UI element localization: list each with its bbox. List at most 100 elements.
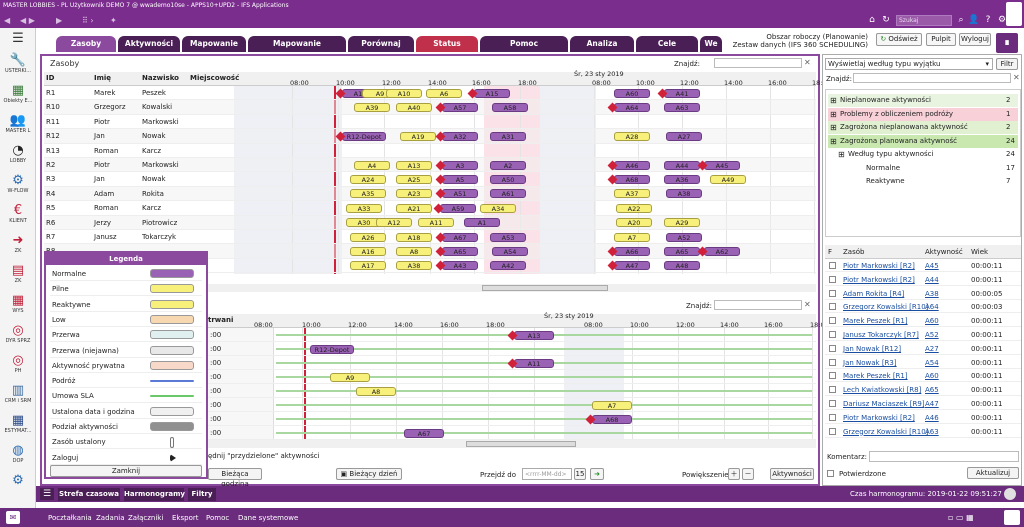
activity-bar[interactable]: A36 bbox=[664, 174, 700, 184]
exception-tree-item[interactable]: ⊞ Zagrożona nieplanowana aktywność 2 bbox=[828, 121, 1018, 134]
col-header-last-name[interactable]: Nazwisko bbox=[142, 74, 179, 82]
sidebar-item-9[interactable]: ◎ DYR SPRZ bbox=[0, 324, 36, 345]
tab-aktywnosci[interactable]: Aktywności bbox=[118, 36, 180, 52]
bottom-menu-icon[interactable]: ☰ bbox=[40, 488, 54, 500]
sidebar-item-5[interactable]: € KLIENT bbox=[0, 204, 36, 225]
resource-link[interactable]: Jan Nowak [R3] bbox=[843, 358, 897, 367]
resource-row[interactable]: R12 Jan Nowak R12-Depot A19 A32 A31 A28 A27 bbox=[44, 129, 816, 144]
resource-row[interactable]: R8A16A8A65A54A66A65A62 bbox=[44, 244, 816, 259]
update-button[interactable]: Aktualizuj bbox=[967, 467, 1019, 479]
tab-mapowanie[interactable]: Mapowanie bbox=[182, 36, 246, 52]
comment-input[interactable] bbox=[869, 451, 1019, 462]
sidebar-item-8[interactable]: ▦ WYS bbox=[0, 294, 36, 315]
row-checkbox[interactable] bbox=[829, 303, 836, 311]
star-icon[interactable]: ✦ bbox=[110, 16, 117, 25]
activity-bar[interactable]: A7 bbox=[614, 232, 650, 242]
home-icon[interactable]: ⌂ bbox=[869, 15, 875, 25]
refresh-button[interactable]: ↻ Odśwież bbox=[876, 33, 922, 46]
play-icon[interactable]: ▶ bbox=[56, 16, 63, 25]
tab-zasoby[interactable]: Zasoby bbox=[56, 36, 116, 52]
activity-bar[interactable]: A15 bbox=[474, 88, 510, 98]
resource-row[interactable]: R9A17A38A43A42A47A48 bbox=[44, 259, 816, 274]
table-row[interactable]: Piotr Markowski [R2] A44 00:00:11 bbox=[825, 273, 1021, 286]
activity-bar[interactable]: A8 bbox=[396, 246, 432, 256]
resource-link[interactable]: Lech Kwiatkowski [R8] bbox=[843, 386, 922, 395]
tab-analiza[interactable]: Analiza bbox=[570, 36, 634, 52]
activity-bar[interactable]: A37 bbox=[614, 189, 650, 199]
logout-button[interactable]: Wyloguj bbox=[959, 33, 991, 46]
resources-find-input[interactable] bbox=[714, 58, 802, 68]
activities-find-clear-icon[interactable]: ✕ bbox=[804, 300, 811, 309]
right-find-clear-icon[interactable]: ✕ bbox=[1013, 73, 1020, 82]
activity-bar[interactable]: A43 bbox=[442, 261, 478, 271]
expand-icon[interactable]: ⊞ bbox=[830, 136, 837, 146]
expand-icon[interactable]: ⊞ bbox=[830, 109, 837, 119]
activity-bar[interactable]: A35 bbox=[350, 189, 386, 199]
activity-bar[interactable]: A34 bbox=[480, 203, 516, 213]
activity-link[interactable]: A46 bbox=[925, 413, 939, 422]
activity-bar[interactable]: A58 bbox=[492, 102, 528, 112]
sidebar-item-1[interactable]: ▦ Obiekty E... bbox=[0, 84, 36, 105]
activity-bar[interactable]: A65 bbox=[664, 246, 700, 256]
activity-row[interactable]: :00 A7 bbox=[208, 398, 816, 413]
footer-system-data[interactable]: Dane systemowe bbox=[238, 514, 299, 522]
resource-row[interactable]: R6 Jerzy Piotrowicz A30 A12 A11 A1 A20 A29 bbox=[44, 215, 816, 230]
sidebar-item-0[interactable]: 🔧 USTERKI... bbox=[0, 54, 36, 75]
activity-link[interactable]: A27 bbox=[925, 344, 939, 353]
current-day-button[interactable]: ▣ Bieżący dzień bbox=[336, 468, 402, 480]
activity-bar[interactable]: A29 bbox=[664, 218, 700, 228]
activity-link[interactable]: A60 bbox=[925, 317, 939, 326]
activity-bar[interactable]: A57 bbox=[442, 102, 478, 112]
tab-mapowanie-zaawansowane[interactable]: Mapowanie zaawansowane bbox=[248, 36, 346, 64]
expand-icon[interactable]: ⊞ bbox=[838, 150, 845, 159]
resource-row[interactable]: R7 Janusz Tokarczyk A26 A18 A67 A53 A7 A52 bbox=[44, 230, 816, 245]
table-row[interactable]: Janusz Tokarczyk [R7] A52 00:00:11 bbox=[825, 328, 1021, 341]
activity-row[interactable]: :00 A8 bbox=[208, 384, 816, 399]
expand-icon[interactable]: ⊞ bbox=[830, 96, 837, 105]
table-row[interactable]: Dariusz Maciaszek [R9] A47 00:00:11 bbox=[825, 397, 1021, 410]
tab-schedules[interactable]: Harmonogramy bbox=[124, 488, 185, 501]
activity-bar[interactable]: A11 bbox=[514, 358, 554, 368]
activity-row[interactable]: :00 R12-Depot bbox=[208, 342, 816, 357]
resource-row[interactable]: R5 Roman Karcz A33 A21 A59 A34 A22 bbox=[44, 201, 816, 216]
activity-bar[interactable]: A66 bbox=[614, 246, 650, 256]
desktop-button[interactable]: Pulpit bbox=[926, 33, 956, 46]
activity-bar[interactable]: A1 bbox=[464, 218, 500, 228]
sidebar-item-14[interactable]: ⚙ bbox=[0, 474, 36, 488]
table-row[interactable]: Jan Nowak [R12] A27 00:00:11 bbox=[825, 342, 1021, 355]
activity-link[interactable]: A44 bbox=[925, 275, 939, 284]
resource-link[interactable]: Piotr Markowski [R2] bbox=[843, 262, 915, 270]
activity-bar[interactable]: A47 bbox=[614, 261, 650, 271]
activity-bar[interactable]: A6 bbox=[426, 88, 462, 98]
activity-link[interactable]: A63 bbox=[925, 427, 939, 436]
activity-bar[interactable]: A18 bbox=[396, 232, 432, 242]
activity-bar[interactable]: A33 bbox=[346, 203, 382, 213]
sidebar-item-10[interactable]: ◎ PH bbox=[0, 354, 36, 375]
activity-bar[interactable]: R12-Depot bbox=[342, 131, 386, 141]
confirmed-checkbox[interactable] bbox=[827, 470, 834, 477]
global-search-input[interactable]: Szukaj bbox=[896, 15, 952, 26]
activity-bar[interactable]: A4 bbox=[354, 160, 390, 170]
activity-row[interactable]: :00 A68 bbox=[208, 412, 816, 427]
chat-icon[interactable]: ✉ bbox=[6, 511, 20, 524]
activity-bar[interactable]: A68 bbox=[592, 414, 632, 424]
sidebar-item-6[interactable]: ➜ ZK bbox=[0, 234, 36, 255]
table-row[interactable]: Jan Nowak [R3] A54 00:00:11 bbox=[825, 356, 1021, 369]
tab-cele[interactable]: Cele bbox=[636, 36, 698, 52]
resource-link[interactable]: Dariusz Maciaszek [R9] bbox=[843, 400, 925, 408]
resources-find-clear-icon[interactable]: ✕ bbox=[804, 58, 811, 67]
col-header-duration[interactable]: trwani bbox=[208, 316, 234, 324]
activity-bar[interactable]: A20 bbox=[616, 218, 652, 228]
activity-bar[interactable]: A60 bbox=[614, 88, 650, 98]
activity-bar[interactable]: A59 bbox=[440, 203, 476, 213]
sidebar-item-2[interactable]: 👥 MASTER L bbox=[0, 114, 36, 135]
activity-bar[interactable]: A11 bbox=[418, 218, 454, 228]
activity-bar[interactable]: A67 bbox=[404, 428, 444, 438]
zoom-in-icon[interactable]: ＋ bbox=[728, 468, 740, 480]
table-row[interactable]: Grzegorz Kowalski [R10] A64 00:00:03 bbox=[825, 300, 1021, 314]
footer-tasks[interactable]: Zadania bbox=[96, 514, 125, 522]
search-icon[interactable]: ⌕ bbox=[958, 15, 964, 25]
activity-link[interactable]: A47 bbox=[925, 400, 939, 408]
activity-bar[interactable]: A32 bbox=[442, 131, 478, 141]
activity-bar[interactable]: A5 bbox=[442, 174, 478, 184]
